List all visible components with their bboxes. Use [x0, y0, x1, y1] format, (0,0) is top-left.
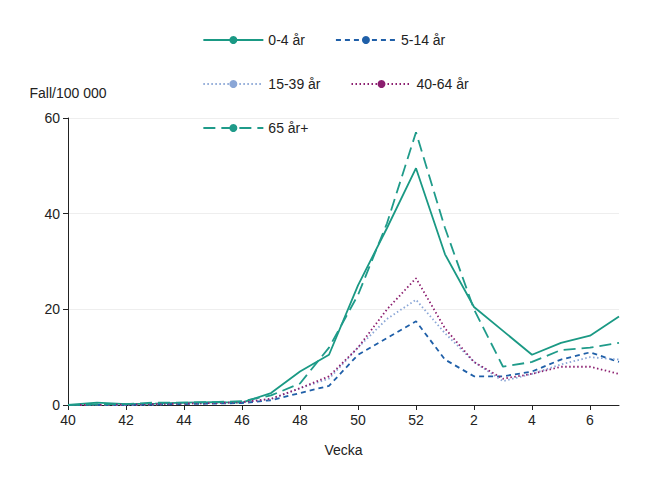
svg-text:50: 50 — [350, 412, 366, 428]
svg-text:40: 40 — [44, 206, 60, 222]
svg-text:60: 60 — [44, 110, 60, 126]
svg-text:40-64 år: 40-64 år — [417, 76, 469, 92]
svg-text:5-14 år: 5-14 år — [401, 32, 446, 48]
svg-text:65 år+: 65 år+ — [268, 120, 308, 136]
svg-text:0: 0 — [52, 397, 60, 413]
svg-text:40: 40 — [60, 412, 76, 428]
svg-text:48: 48 — [292, 412, 308, 428]
svg-text:42: 42 — [118, 412, 134, 428]
svg-text:Fall/100 000: Fall/100 000 — [29, 85, 106, 101]
svg-text:15-39 år: 15-39 år — [268, 76, 320, 92]
svg-text:0-4 år: 0-4 år — [268, 32, 305, 48]
svg-text:20: 20 — [44, 301, 60, 317]
svg-text:2: 2 — [470, 412, 478, 428]
svg-text:44: 44 — [176, 412, 192, 428]
svg-text:Vecka: Vecka — [324, 442, 362, 458]
svg-text:46: 46 — [234, 412, 250, 428]
svg-text:52: 52 — [408, 412, 424, 428]
svg-text:4: 4 — [528, 412, 536, 428]
svg-text:6: 6 — [586, 412, 594, 428]
